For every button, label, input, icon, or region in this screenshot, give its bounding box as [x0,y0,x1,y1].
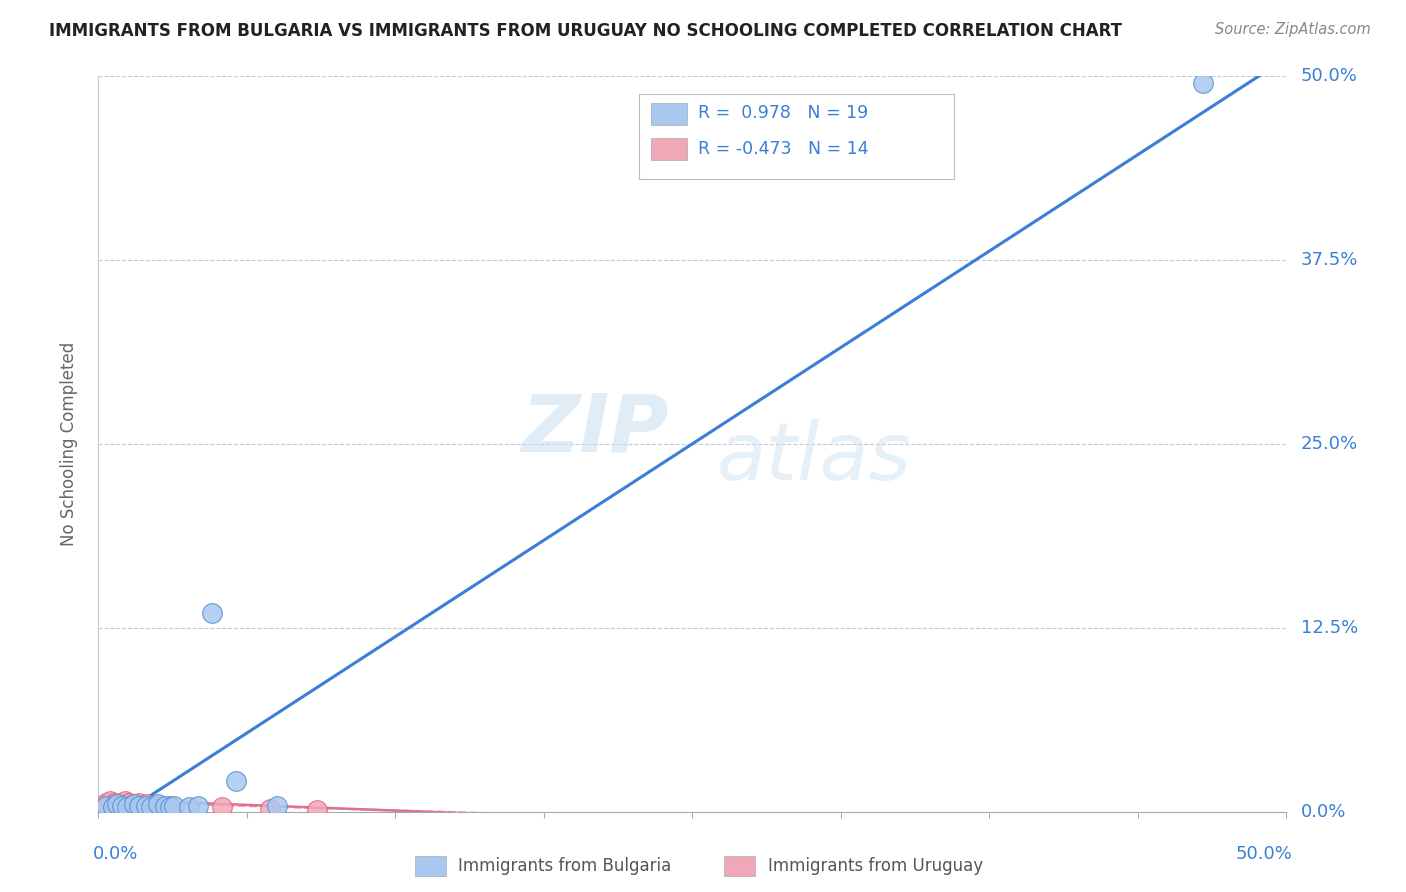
Text: atlas: atlas [716,419,911,498]
Point [266,798,288,813]
Point [118,796,141,810]
Point [201,606,224,620]
Point [111,798,134,813]
Point [135,798,157,813]
Text: Immigrants from Bulgaria: Immigrants from Bulgaria [458,857,672,875]
Point [146,798,169,813]
Point [104,796,127,810]
Point [108,797,131,812]
Point [139,800,162,814]
Text: Immigrants from Uruguay: Immigrants from Uruguay [768,857,983,875]
Point [211,800,233,814]
Point [94,796,117,810]
Text: 37.5%: 37.5% [1301,251,1358,268]
FancyBboxPatch shape [651,103,686,125]
Point [128,796,150,810]
FancyBboxPatch shape [638,95,953,178]
Point [1192,76,1215,90]
Point [159,800,181,814]
Text: IMMIGRANTS FROM BULGARIA VS IMMIGRANTS FROM URUGUAY NO SCHOOLING COMPLETED CORRE: IMMIGRANTS FROM BULGARIA VS IMMIGRANTS F… [49,22,1122,40]
Point [305,803,328,817]
Point [146,797,169,812]
Point [98,794,121,808]
Text: 50.0%: 50.0% [1236,845,1292,863]
Point [177,800,200,814]
Point [101,800,124,814]
Point [128,798,150,813]
Text: 12.5%: 12.5% [1301,619,1358,637]
Point [259,802,281,816]
FancyBboxPatch shape [415,856,446,876]
Y-axis label: No Schooling Completed: No Schooling Completed [59,342,77,546]
Text: Source: ZipAtlas.com: Source: ZipAtlas.com [1215,22,1371,37]
Point [187,798,209,813]
Point [153,798,176,813]
Point [225,773,247,788]
FancyBboxPatch shape [724,856,755,876]
Text: R = -0.473   N = 14: R = -0.473 N = 14 [699,140,869,158]
Point [107,797,129,812]
Point [135,797,157,812]
Text: 50.0%: 50.0% [1301,67,1358,85]
FancyBboxPatch shape [651,138,686,161]
Text: 25.0%: 25.0% [1301,434,1358,453]
Point [163,798,186,813]
Point [122,797,145,812]
Point [114,794,136,808]
Text: ZIP: ZIP [522,390,669,468]
Text: R =  0.978   N = 19: R = 0.978 N = 19 [699,104,869,122]
Point [159,798,181,813]
Text: 0.0%: 0.0% [93,845,138,863]
Point [122,797,145,812]
Point [94,798,117,813]
Point [115,800,138,814]
Text: 0.0%: 0.0% [1301,803,1346,821]
